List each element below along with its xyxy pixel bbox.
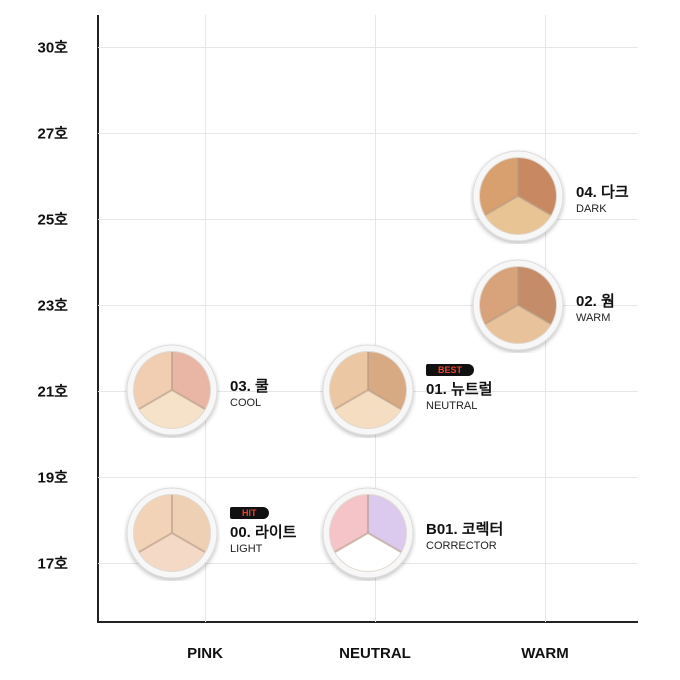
x-axis-line bbox=[97, 621, 638, 623]
product-name: NEUTRAL bbox=[426, 400, 478, 412]
grid-line-horizontal bbox=[98, 305, 638, 306]
y-tick-label: 27호 bbox=[37, 125, 69, 143]
y-tick-label: 17호 bbox=[37, 555, 69, 573]
product-name: DARK bbox=[576, 203, 607, 215]
product-badge: BEST bbox=[426, 364, 475, 376]
product-code: 03. 쿨 bbox=[230, 378, 269, 395]
y-tick-label: 19호 bbox=[37, 469, 69, 487]
x-tick-label: WARM bbox=[521, 645, 569, 662]
concealer-palette bbox=[320, 342, 416, 438]
product-label: HIT 00. 라이트 LIGHT bbox=[230, 503, 296, 555]
product-name: WARM bbox=[576, 312, 611, 324]
product-name: LIGHT bbox=[230, 543, 263, 555]
grid-line-horizontal bbox=[98, 133, 638, 134]
product-badge: HIT bbox=[230, 507, 269, 519]
grid-line-vertical bbox=[205, 15, 206, 622]
concealer-palette bbox=[124, 485, 220, 581]
grid-line-horizontal bbox=[98, 477, 638, 478]
product-label: 02. 웜 WARM bbox=[576, 290, 615, 324]
x-tick-label: NEUTRAL bbox=[339, 645, 411, 662]
y-tick-label: 21호 bbox=[37, 383, 69, 401]
product-name: COOL bbox=[230, 397, 262, 409]
product-label: B01. 코렉터 CORRECTOR bbox=[426, 518, 503, 552]
x-tick-label: PINK bbox=[187, 645, 223, 662]
grid-line-horizontal bbox=[98, 219, 638, 220]
grid-line-vertical bbox=[375, 15, 376, 622]
concealer-palette bbox=[320, 485, 416, 581]
product-code: 00. 라이트 bbox=[230, 524, 297, 541]
product-code: 04. 다크 bbox=[576, 184, 629, 201]
grid-line-horizontal bbox=[98, 47, 638, 48]
product-name: CORRECTOR bbox=[426, 540, 497, 552]
product-label: 04. 다크 DARK bbox=[576, 181, 629, 215]
y-tick-label: 30호 bbox=[37, 39, 69, 57]
product-label: 03. 쿨 COOL bbox=[230, 375, 269, 409]
y-tick-label: 23호 bbox=[37, 297, 69, 315]
concealer-palette bbox=[124, 342, 220, 438]
product-code: B01. 코렉터 bbox=[426, 521, 504, 538]
y-axis-line bbox=[97, 15, 99, 623]
product-code: 01. 뉴트럴 bbox=[426, 381, 493, 398]
concealer-palette bbox=[470, 148, 566, 244]
product-label: BEST 01. 뉴트럴 NEUTRAL bbox=[426, 360, 492, 412]
product-code: 02. 웜 bbox=[576, 293, 615, 310]
y-tick-label: 25호 bbox=[37, 211, 69, 229]
concealer-palette bbox=[470, 257, 566, 353]
